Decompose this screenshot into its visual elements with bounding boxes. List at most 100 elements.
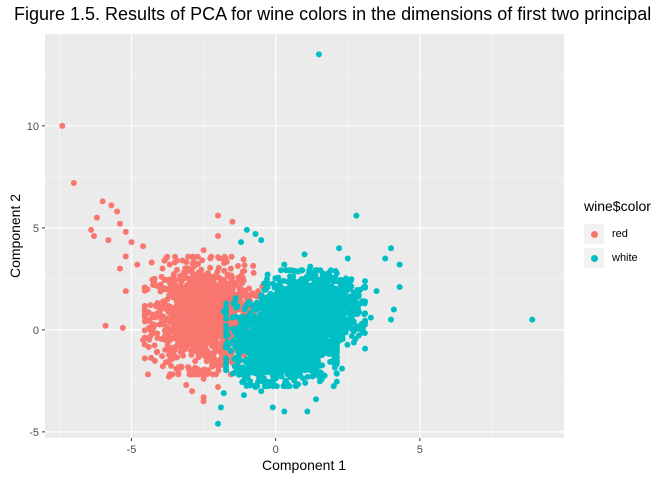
point-red: [159, 353, 166, 360]
point-white: [286, 347, 293, 354]
point-white: [223, 315, 230, 322]
point-white: [271, 284, 278, 291]
point-white: [307, 337, 314, 344]
point-white: [263, 302, 270, 309]
point-red: [167, 319, 174, 326]
point-white: [271, 371, 278, 378]
point-white: [317, 303, 324, 310]
point-red: [211, 349, 218, 356]
point-white: [325, 284, 332, 291]
point-white: [388, 316, 394, 323]
point-white: [274, 289, 281, 296]
point-white: [303, 277, 310, 284]
point-white: [330, 383, 337, 390]
point-red: [193, 333, 200, 340]
point-red: [227, 265, 234, 272]
point-red: [208, 330, 215, 337]
point-white: [367, 314, 374, 321]
point-red: [141, 355, 148, 362]
point-white: [285, 267, 292, 274]
point-white: [313, 340, 320, 347]
point-white: [332, 345, 339, 352]
point-red: [177, 323, 184, 330]
legend-dot-red: [590, 230, 598, 238]
point-white: [312, 361, 319, 368]
point-red: [173, 266, 180, 273]
point-red: [105, 237, 112, 244]
point-white: [310, 311, 317, 318]
point-white: [272, 275, 279, 282]
point-white: [269, 378, 276, 385]
point-red: [214, 268, 221, 275]
point-red: [216, 291, 223, 298]
point-white: [236, 347, 243, 354]
point-white: [347, 277, 354, 284]
point-white: [256, 374, 263, 381]
point-red: [200, 398, 207, 405]
point-red: [206, 350, 213, 357]
point-white: [313, 366, 320, 373]
point-red: [154, 330, 161, 337]
point-white: [244, 382, 251, 389]
point-red: [169, 294, 176, 301]
point-white: [315, 333, 322, 340]
point-red: [185, 364, 192, 371]
point-red: [167, 303, 174, 310]
point-red: [240, 256, 247, 263]
point-white: [276, 278, 283, 285]
point-red: [194, 347, 201, 354]
point-white: [242, 333, 249, 340]
point-red: [211, 287, 218, 294]
point-white: [274, 330, 281, 337]
point-white: [296, 305, 303, 312]
point-red: [213, 308, 220, 315]
point-white: [318, 310, 325, 317]
point-red: [250, 269, 257, 276]
point-red: [154, 300, 161, 307]
point-white: [331, 364, 338, 371]
point-red: [157, 288, 164, 295]
point-white: [264, 271, 271, 278]
point-white: [329, 311, 336, 318]
point-white: [288, 275, 295, 282]
point-white: [250, 333, 257, 340]
point-white: [295, 381, 302, 388]
point-red: [201, 347, 208, 354]
point-white: [290, 303, 297, 310]
point-white: [343, 287, 350, 294]
point-white: [259, 359, 266, 366]
point-white: [293, 345, 300, 352]
point-white: [359, 324, 366, 331]
point-red: [170, 334, 177, 341]
point-red: [215, 212, 221, 219]
point-white: [321, 280, 328, 287]
point-red: [175, 371, 182, 378]
point-white: [281, 301, 288, 308]
point-white: [388, 245, 394, 252]
point-red: [189, 323, 196, 330]
legend-label-white: white: [612, 252, 638, 264]
legend-label-red: red: [612, 228, 628, 240]
point-red: [181, 310, 188, 317]
point-red: [141, 311, 148, 318]
point-white: [264, 275, 271, 282]
point-red: [202, 274, 209, 281]
point-white: [310, 370, 317, 377]
grid-major: [45, 34, 564, 438]
point-white: [327, 328, 334, 335]
point-white: [265, 324, 272, 331]
point-red: [191, 310, 198, 317]
point-white: [287, 309, 294, 316]
y-tick-label: 0: [33, 325, 39, 337]
point-white: [291, 377, 298, 384]
point-red: [200, 247, 207, 254]
point-white: [362, 278, 369, 285]
point-white: [229, 325, 236, 332]
point-red: [147, 302, 154, 309]
point-red: [215, 233, 221, 239]
point-red: [190, 339, 197, 346]
point-red: [183, 325, 190, 332]
point-white: [350, 328, 357, 335]
point-white: [355, 308, 362, 315]
point-white: [217, 404, 224, 411]
